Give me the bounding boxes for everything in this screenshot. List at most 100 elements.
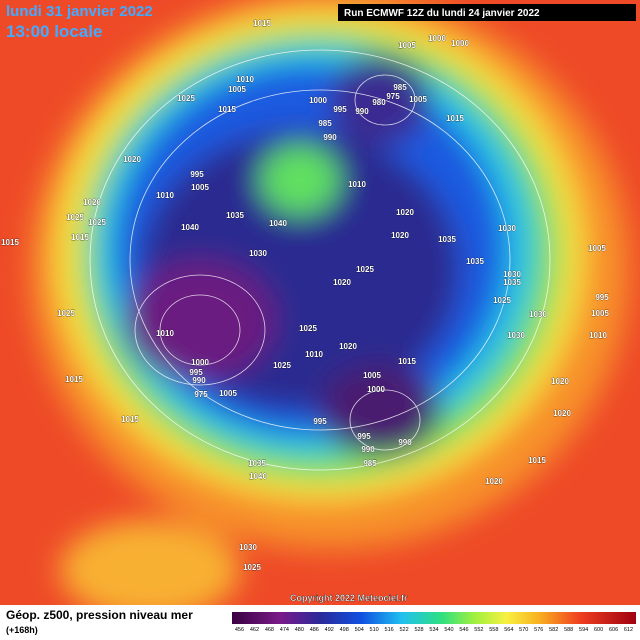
pressure-label: 990 <box>361 445 375 454</box>
pressure-label: 1015 <box>1 238 19 247</box>
colorbar-label: 486 <box>310 627 319 633</box>
pressure-label: 1010 <box>156 191 174 200</box>
colorbar-label: 534 <box>429 627 438 633</box>
colorbar-label: 558 <box>489 627 498 633</box>
pressure-label: 1020 <box>333 278 351 287</box>
colorbar-label: 462 <box>250 627 259 633</box>
pressure-label: 1010 <box>589 331 607 340</box>
colorbar-label: 606 <box>609 627 618 633</box>
colorbar-label: 492 <box>325 627 334 633</box>
pressure-label: 1025 <box>299 324 317 333</box>
pressure-label: 990 <box>323 133 337 142</box>
pressure-label: 1030 <box>249 249 267 258</box>
colorbar <box>232 612 636 624</box>
map-title: Géop. z500, pression niveau mer <box>6 608 193 622</box>
colorbar-label: 522 <box>399 627 408 633</box>
pressure-label: 1025 <box>88 218 106 227</box>
pressure-label: 1015 <box>65 375 83 384</box>
pressure-label: 1005 <box>219 389 237 398</box>
pressure-label: 1005 <box>398 41 416 50</box>
pressure-label: 1040 <box>269 219 287 228</box>
pressure-label: 1000 <box>428 34 446 43</box>
colorbar-label: 474 <box>280 627 289 633</box>
pressure-label: 1020 <box>123 155 141 164</box>
pressure-label: 1010 <box>236 75 254 84</box>
colorbar-label: 600 <box>594 627 603 633</box>
pressure-label: 1015 <box>71 233 89 242</box>
forecast-date: lundi 31 janvier 2022 <box>6 3 153 20</box>
pressure-label: 995 <box>333 105 347 114</box>
pressure-label: 1000 <box>451 39 469 48</box>
pressure-label: 1030 <box>507 331 525 340</box>
pressure-label: 1030 <box>498 224 516 233</box>
colorbar-label: 582 <box>549 627 558 633</box>
pressure-label: 1015 <box>528 456 546 465</box>
pressure-label: 1020 <box>551 377 569 386</box>
pressure-label: 1020 <box>396 208 414 217</box>
pressure-label: 1030 <box>529 310 547 319</box>
pressure-label: 1020 <box>553 409 571 418</box>
pressure-label: 1025 <box>273 361 291 370</box>
colorbar-label: 588 <box>564 627 573 633</box>
forecast-time: 13:00 locale <box>6 22 102 41</box>
pressure-label: 995 <box>313 417 327 426</box>
colorbar-label: 612 <box>624 627 633 633</box>
pressure-label: 1035 <box>503 278 521 287</box>
colorbar-label: 594 <box>579 627 588 633</box>
pressure-label: 1020 <box>485 477 503 486</box>
colorbar-label: 540 <box>444 627 453 633</box>
pressure-label: 1000 <box>309 96 327 105</box>
pressure-label: 1015 <box>121 415 139 424</box>
copyright: Copyright 2022 Meteociel.fr <box>290 593 408 603</box>
pressure-label: 1005 <box>363 371 381 380</box>
pressure-label: 1025 <box>57 309 75 318</box>
pressure-label: 1035 <box>226 211 244 220</box>
pressure-label: 1025 <box>177 94 195 103</box>
colorbar-label: 552 <box>474 627 483 633</box>
run-box <box>338 4 636 21</box>
pressure-label: 1000 <box>191 358 209 367</box>
pressure-label: 1040 <box>181 223 199 232</box>
pressure-label: 1020 <box>391 231 409 240</box>
pressure-label: 1010 <box>348 180 366 189</box>
colorbar-label: 576 <box>534 627 543 633</box>
colorbar-label: 468 <box>265 627 274 633</box>
colorbar-label: 528 <box>414 627 423 633</box>
colorbar-label: 456 <box>235 627 244 633</box>
run-info: Run ECMWF 12Z du lundi 24 janvier 2022 <box>344 8 540 19</box>
pressure-label: 1005 <box>191 183 209 192</box>
colorbar-label: 504 <box>355 627 364 633</box>
pressure-label: 1035 <box>248 459 266 468</box>
pressure-label: 985 <box>393 83 407 92</box>
pressure-label: 1015 <box>253 19 271 28</box>
pressure-label: 1005 <box>591 309 609 318</box>
pressure-label: 985 <box>363 459 377 468</box>
pressure-label: 990 <box>398 438 412 447</box>
pressure-label: 1000 <box>367 385 385 394</box>
colorbar-label: 546 <box>459 627 468 633</box>
pressure-label: 990 <box>355 107 369 116</box>
pressure-label: 1030 <box>239 543 257 552</box>
colorbar-label: 480 <box>295 627 304 633</box>
pressure-label: 995 <box>357 432 371 441</box>
pressure-label: 1015 <box>446 114 464 123</box>
pressure-label: 975 <box>386 92 400 101</box>
pressure-label: 1010 <box>305 350 323 359</box>
pressure-label: 975 <box>194 390 208 399</box>
pressure-label: 985 <box>318 119 332 128</box>
colorbar-label: 498 <box>340 627 349 633</box>
isobars <box>89 49 551 471</box>
pressure-label: 990 <box>192 376 206 385</box>
pressure-label: 1035 <box>438 235 456 244</box>
pressure-label: 1025 <box>66 213 84 222</box>
pressure-label: 1005 <box>409 95 427 104</box>
pressure-label: 995 <box>595 293 609 302</box>
pressure-label: 995 <box>189 368 203 377</box>
pressure-label: 1030 <box>503 270 521 279</box>
colorbar-label: 510 <box>370 627 379 633</box>
pressure-label: 1005 <box>588 244 606 253</box>
pressure-label: 1005 <box>228 85 246 94</box>
pressure-label: 1020 <box>83 198 101 207</box>
geopotential-field <box>30 0 630 620</box>
